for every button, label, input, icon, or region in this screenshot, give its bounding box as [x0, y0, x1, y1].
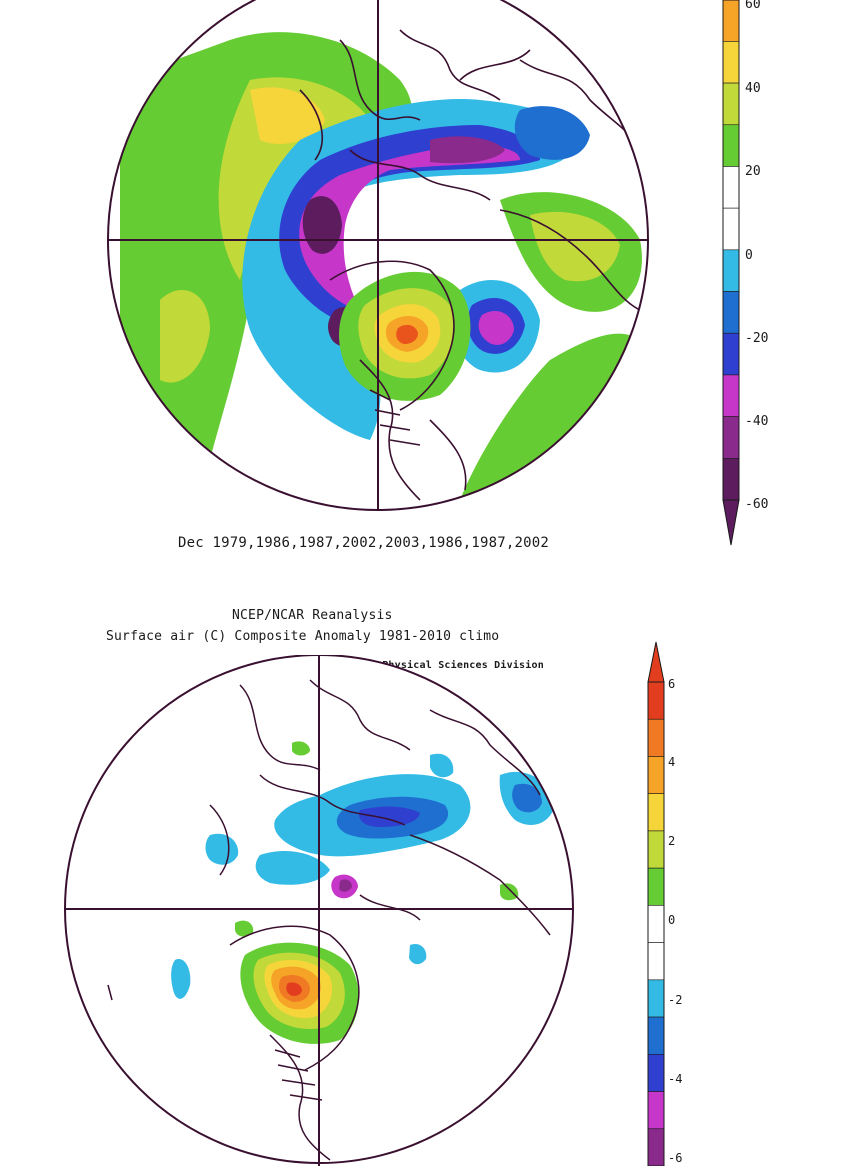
- bottom-colorbar-swatch: [647, 681, 665, 720]
- top-colorbar-swatch: [722, 0, 740, 42]
- bottom-colorbar-label-neg2: -2: [668, 993, 682, 1007]
- bottom-colorbar-label-neg6: -6: [668, 1151, 682, 1165]
- top-colorbar-swatch: [722, 458, 740, 501]
- top-colorbar-label-20: 20: [745, 164, 761, 179]
- bottom-colorbar-label-4: 4: [668, 755, 675, 769]
- bottom-colorbar-swatch: [647, 979, 665, 1018]
- bottom-colorbar: 6 4 2 0 -2 -4 -6: [647, 641, 682, 1166]
- bottom-colorbar-swatch: [647, 1016, 665, 1055]
- bottom-colorbar-swatch: [647, 718, 665, 757]
- bottom-colorbar-label-neg4: -4: [668, 1072, 682, 1086]
- top-colorbar-label-neg60: -60: [745, 497, 768, 512]
- bottom-colorbar-swatch: [647, 1091, 665, 1130]
- top-colorbar-swatch: [722, 207, 740, 251]
- top-colorbar-label-neg20: -20: [745, 331, 768, 346]
- top-colorbar-swatch: [722, 249, 740, 292]
- bottom-title-line1: NCEP/NCAR Reanalysis: [232, 608, 393, 623]
- bottom-colorbar-swatch: [647, 867, 665, 906]
- top-colorbar-label-0: 0: [745, 248, 753, 263]
- top-caption: Dec 1979,1986,1987,2002,2003,1986,1987,2…: [178, 535, 550, 551]
- top-colorbar-label-60: 60: [745, 0, 761, 12]
- top-anomaly-fields: [108, 0, 648, 510]
- bottom-credit: NOAA/ESRL Physical Sciences Division: [320, 660, 544, 671]
- bottom-colorbar-swatch: [647, 942, 665, 981]
- top-colorbar-swatch: [722, 82, 740, 126]
- top-polar-map: [107, 0, 649, 511]
- top-colorbar-swatch: [722, 41, 740, 84]
- top-colorbar-swatch: [722, 124, 740, 167]
- bottom-title-line2: Surface air (C) Composite Anomaly 1981-2…: [106, 629, 500, 644]
- bottom-colorbar-swatch: [647, 756, 665, 794]
- bottom-colorbar-swatch: [647, 830, 665, 869]
- top-colorbar-swatch: [722, 374, 740, 417]
- top-colorbar-label-neg40: -40: [745, 414, 768, 429]
- bottom-colorbar-swatch: [647, 1054, 665, 1092]
- bottom-colorbar-swatch: [647, 1128, 665, 1166]
- bottom-polar-map: [64, 655, 574, 1166]
- top-colorbar-swatch: [722, 291, 740, 334]
- top-colorbar-swatch: [722, 166, 740, 209]
- top-colorbar: 60 40 20 0 -20 -40 -60: [722, 0, 768, 546]
- bottom-colorbar-swatch: [647, 905, 665, 943]
- bottom-colorbar-label-2: 2: [668, 834, 675, 848]
- top-colorbar-label-40: 40: [745, 81, 761, 96]
- top-colorbar-swatch: [722, 332, 740, 376]
- top-map-border: [107, 0, 649, 511]
- top-colorbar-swatch: [722, 416, 740, 459]
- bottom-map-border: [64, 655, 574, 1164]
- bottom-colorbar-label-0: 0: [668, 913, 675, 927]
- bottom-colorbar-label-6: 6: [668, 677, 675, 691]
- bottom-colorbar-swatch: [647, 793, 665, 832]
